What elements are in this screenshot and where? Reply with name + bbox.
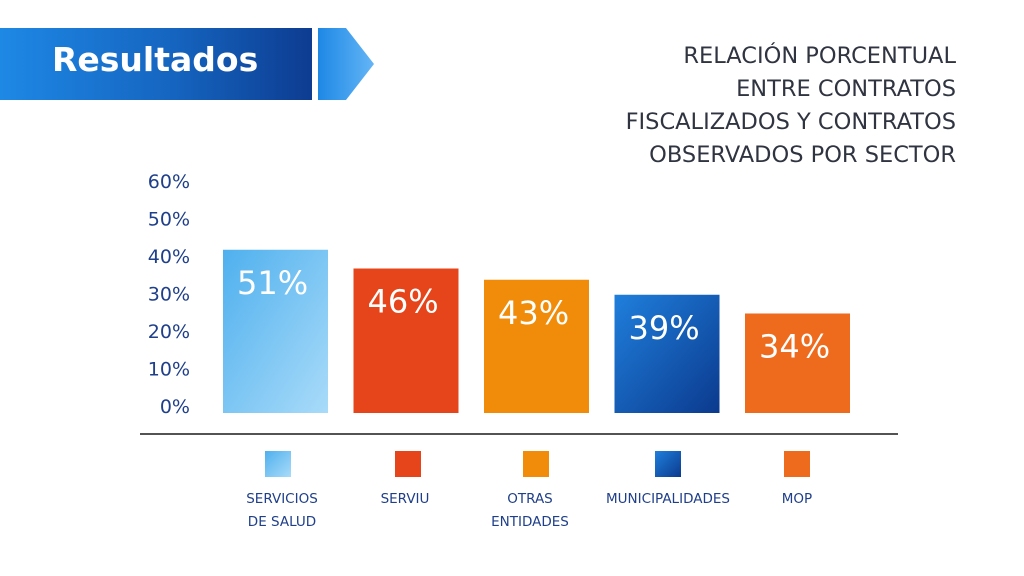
bars: 51% 46% 43% 39% 34% xyxy=(223,249,850,413)
legend-label: SERVIU xyxy=(381,491,430,507)
bar-data-label: 39% xyxy=(629,309,700,347)
legend-label: OTRAS ENTIDADES xyxy=(491,491,569,530)
y-axis: 0% 10% 20% 30% 40% 50% 60% xyxy=(148,171,190,418)
chevron-right-icon xyxy=(318,28,374,100)
bar xyxy=(223,249,328,413)
y-tick-label: 40% xyxy=(148,246,190,268)
bar xyxy=(353,268,459,413)
legend-swatch xyxy=(265,451,291,477)
bar-data-label: 34% xyxy=(759,328,830,366)
bar xyxy=(614,294,720,413)
legend-swatch xyxy=(523,451,549,477)
legend-swatch xyxy=(784,451,810,477)
legend-swatch xyxy=(655,451,681,477)
legend-label: MOP xyxy=(782,491,812,507)
chart-subtitle: RELACIÓN PORCENTUAL ENTRE CONTRATOS FISC… xyxy=(496,40,956,172)
subtitle-line: RELACIÓN PORCENTUAL xyxy=(683,43,956,69)
legend-label: SERVICIOS DE SALUD xyxy=(246,491,318,530)
subtitle-line: OBSERVADOS POR SECTOR xyxy=(649,142,956,168)
subtitle-line: ENTRE CONTRATOS xyxy=(736,76,956,102)
bar xyxy=(484,279,589,413)
y-tick-label: 0% xyxy=(160,396,190,418)
y-tick-label: 60% xyxy=(148,171,190,193)
y-tick-label: 30% xyxy=(148,284,190,306)
legend: SERVICIOS DE SALUD SERVIU OTRAS ENTIDADES MUN… xyxy=(246,451,812,530)
bar xyxy=(745,313,850,413)
legend-swatch xyxy=(395,451,421,477)
bar-data-label: 43% xyxy=(498,294,569,332)
bar-data-label: 51% xyxy=(237,264,308,302)
bar-data-label: 46% xyxy=(368,283,439,321)
y-tick-label: 50% xyxy=(148,209,190,231)
header-band xyxy=(0,28,312,100)
page-title: Resultados xyxy=(52,40,259,79)
y-tick-label: 10% xyxy=(148,359,190,381)
y-tick-label: 20% xyxy=(148,321,190,343)
subtitle-line: FISCALIZADOS Y CONTRATOS xyxy=(625,109,956,135)
legend-label: MUNICIPALIDADES xyxy=(606,491,730,507)
